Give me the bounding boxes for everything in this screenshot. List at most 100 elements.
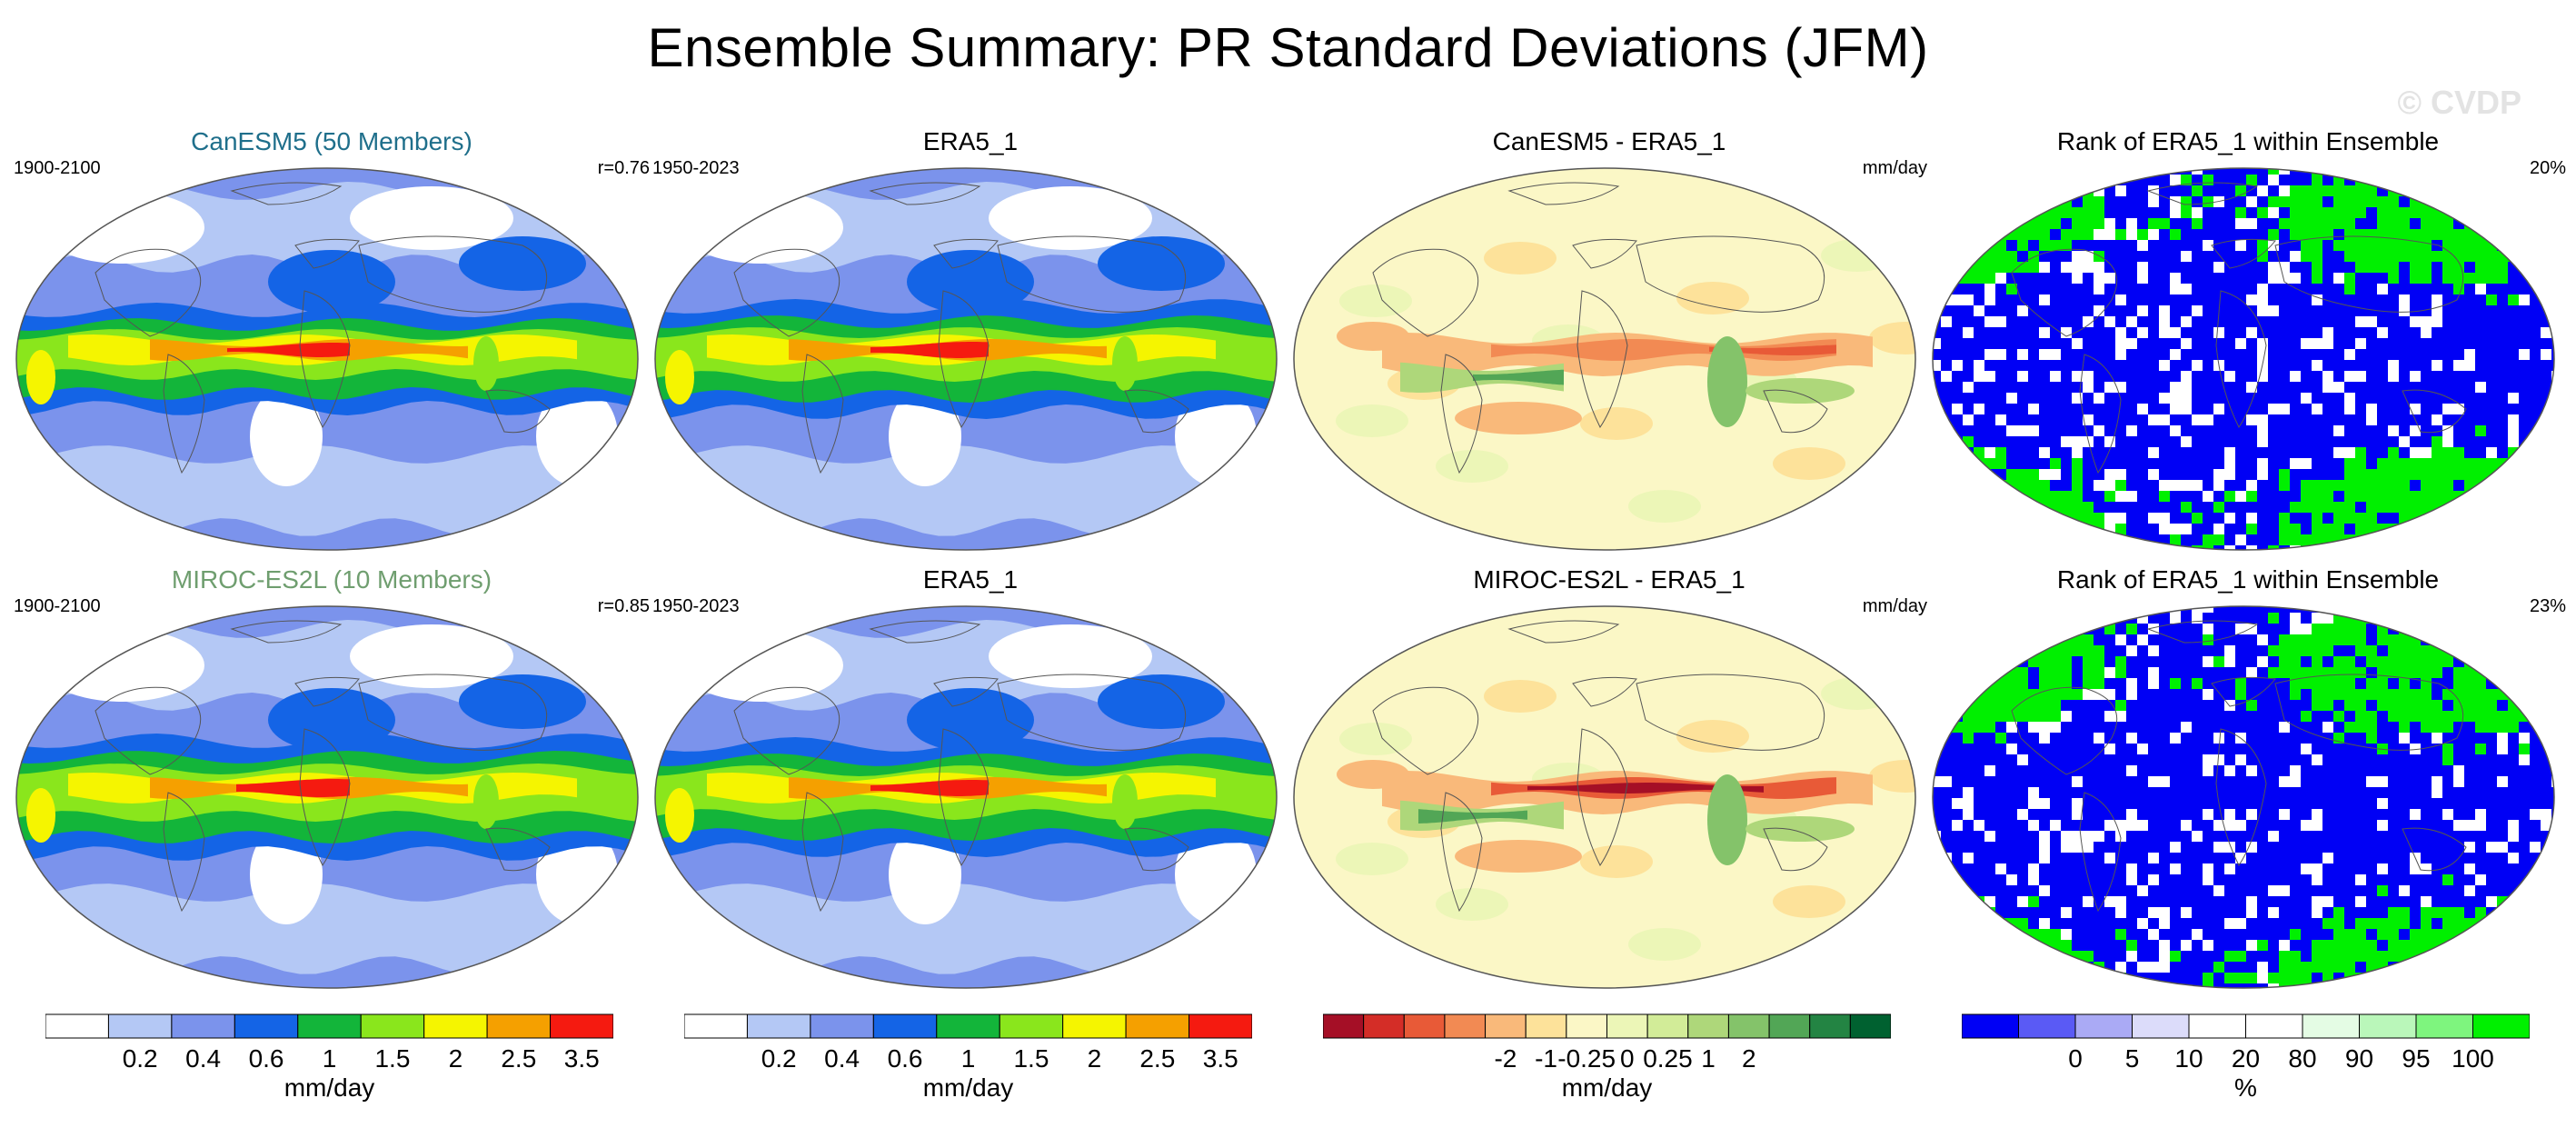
rank-cell <box>2322 371 2333 382</box>
rank-cell <box>2344 624 2355 634</box>
rank-cell <box>2551 973 2554 983</box>
rank-cell <box>2377 175 2388 185</box>
rank-cell <box>2170 393 2181 404</box>
rank-cell <box>2083 656 2094 667</box>
rank-cell <box>2170 229 2181 240</box>
rank-cell <box>2072 371 2083 382</box>
panel-title: Rank of ERA5_1 within Ensemble <box>2056 565 2440 594</box>
rank-cell <box>2039 175 2050 185</box>
rank-cell <box>1984 262 1995 273</box>
rank-cell <box>1933 251 1941 262</box>
rank-cell <box>1941 700 1952 711</box>
rank-cell <box>2388 656 2399 667</box>
rank-cell <box>2421 262 2432 273</box>
rank-cell <box>1995 414 2006 425</box>
rank-cell <box>2464 606 2475 613</box>
rank-cell <box>2388 534 2399 545</box>
rank-cell <box>2486 229 2497 240</box>
rank-cell <box>2028 404 2039 414</box>
rank-cell <box>2344 218 2355 229</box>
field-contour <box>250 386 323 486</box>
rank-cell <box>2551 273 2554 284</box>
rank-cell <box>2322 327 2333 338</box>
rank-cell <box>1941 502 1952 513</box>
rank-cell <box>2170 196 2181 207</box>
rank-cell <box>2213 502 2224 513</box>
rank-cell <box>1963 896 1974 907</box>
rank-cell <box>2497 983 2508 988</box>
rank-cell <box>2377 251 2388 262</box>
rank-cell <box>1995 349 2006 360</box>
rank-cell <box>2203 606 2213 613</box>
rank-cell <box>2442 722 2453 733</box>
rank-cell <box>2497 502 2508 513</box>
rank-cell <box>2148 196 2159 207</box>
rank-cell <box>2322 524 2333 534</box>
rank-cell <box>2235 556 2246 564</box>
colorbar-tick: 3.5 <box>563 1044 600 1073</box>
rank-cell <box>2268 885 2279 896</box>
coastline <box>2274 674 2464 751</box>
watermark: © CVDP <box>2397 84 2521 121</box>
rank-cell <box>2224 545 2235 550</box>
rank-cell <box>2072 251 2083 262</box>
field-contour <box>1628 928 1701 961</box>
rank-cell <box>2421 700 2432 711</box>
rank-cell <box>2541 711 2551 722</box>
coastline <box>230 620 343 644</box>
rank-cell <box>2203 863 2213 874</box>
rank-cell <box>2006 645 2017 656</box>
rank-cell <box>2530 218 2541 229</box>
rank-cell <box>2104 382 2115 393</box>
rank-cell <box>2104 853 2115 863</box>
rank-cell <box>2006 556 2017 564</box>
rank-cell <box>2072 809 2083 820</box>
rank-cell <box>2257 294 2268 305</box>
rank-cell <box>2017 229 2028 240</box>
rank-cell <box>2388 940 2399 951</box>
rank-cell <box>2039 613 2050 624</box>
rank-cell <box>2083 678 2094 689</box>
rank-cell <box>2519 175 2530 185</box>
rank-cell <box>2432 973 2442 983</box>
rank-cell <box>2388 229 2399 240</box>
colorbar-swatch <box>2074 1013 2133 1039</box>
rank-cell <box>2050 349 2061 360</box>
rank-cell <box>1933 711 1941 722</box>
rank-cell <box>2126 863 2137 874</box>
field-contour <box>459 236 586 291</box>
rank-cell <box>1984 447 1995 458</box>
rank-cell <box>2421 207 2432 218</box>
rank-cell <box>2530 458 2541 469</box>
rank-cell <box>1995 667 2006 678</box>
rank-cell <box>1941 534 1952 545</box>
rank-cell <box>2355 447 2366 458</box>
rank-cell <box>2377 491 2388 502</box>
field-contour <box>41 629 204 702</box>
rank-cell <box>2530 196 2541 207</box>
colorbar-tick: 90 <box>2344 1044 2374 1073</box>
panel-rank-percent: 23% <box>2529 596 2566 616</box>
rank-cell <box>2388 175 2399 185</box>
rank-cell <box>1941 940 1952 951</box>
rank-cell <box>1995 447 2006 458</box>
rank-cell <box>2203 973 2213 983</box>
rank-cell <box>1995 273 2006 284</box>
rank-cell <box>2039 634 2050 645</box>
rank-cell <box>2442 240 2453 251</box>
rank-cell <box>2170 678 2181 689</box>
rank-cell <box>2312 613 2322 624</box>
rank-cell <box>2486 656 2497 667</box>
rank-cell <box>2028 983 2039 988</box>
rank-cell <box>1984 907 1995 918</box>
rank-cell <box>2541 207 2551 218</box>
rank-cell <box>2312 656 2322 667</box>
rank-cell <box>2497 733 2508 744</box>
rank-cell <box>2312 689 2322 700</box>
rank-cell <box>1984 918 1995 929</box>
rank-cell <box>2388 918 2399 929</box>
rank-cell <box>2028 711 2039 722</box>
rank-cell <box>2562 469 2566 480</box>
rank-cell <box>2508 613 2519 624</box>
rank-cell <box>2410 425 2421 436</box>
